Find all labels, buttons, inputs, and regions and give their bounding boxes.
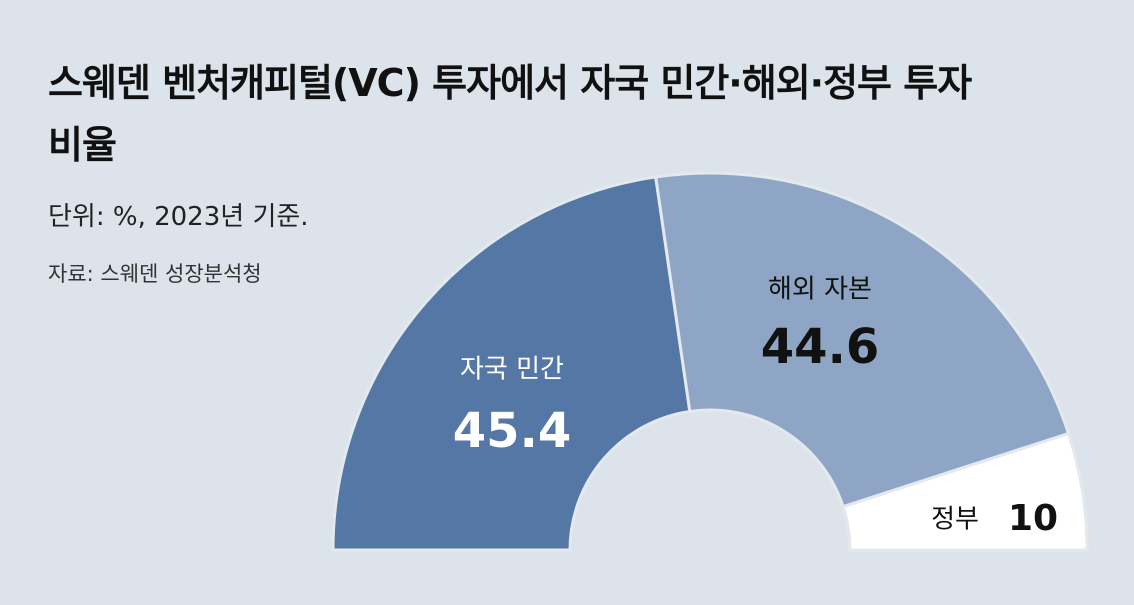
source: 자료: 스웨덴 성장분석청	[48, 262, 262, 286]
value-label: 45.4	[453, 403, 571, 459]
subtitle: 단위: %, 2023년 기준.	[48, 202, 309, 232]
category-label: 정부	[931, 505, 979, 535]
chart-title: 스웨덴 벤처캐피털(VC) 투자에서 자국 민간·해외·정부 투자 비율	[48, 61, 972, 167]
value-label: 44.6	[761, 319, 879, 375]
category-label: 자국 민간	[460, 355, 564, 385]
segment	[841, 431, 1089, 552]
value-label: 10	[1008, 498, 1058, 539]
segment	[331, 175, 692, 552]
segment	[654, 171, 1071, 509]
category-label: 해외 자본	[768, 275, 872, 305]
